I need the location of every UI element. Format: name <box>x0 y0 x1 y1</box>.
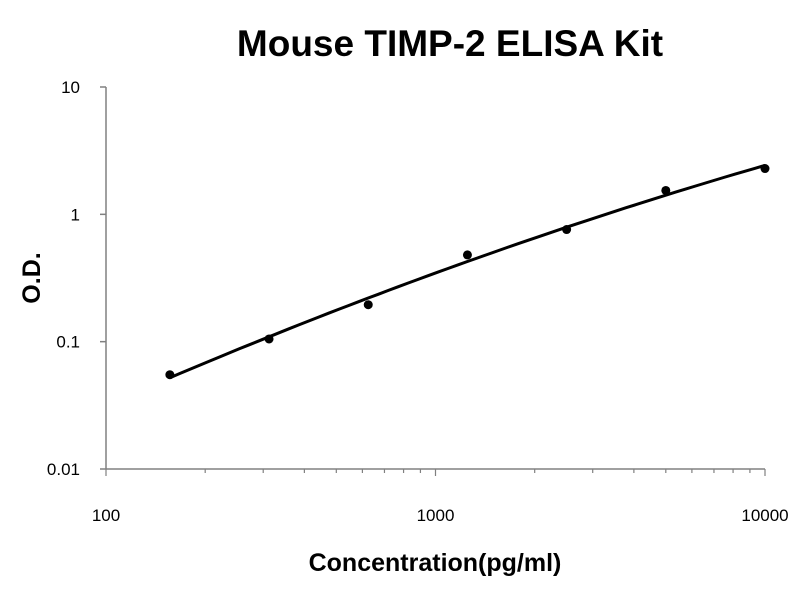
x-tick-label: 100 <box>92 506 120 525</box>
y-axis-label: O.D. <box>18 252 46 303</box>
data-point <box>760 164 770 174</box>
chart-title: Mouse TIMP-2 ELISA Kit <box>237 23 663 64</box>
data-point <box>661 185 671 195</box>
data-point <box>562 225 572 235</box>
y-tick-label: 0.1 <box>56 333 80 352</box>
data-point <box>462 250 472 260</box>
data-point <box>363 300 373 310</box>
data-point <box>165 370 175 380</box>
x-tick-label: 1000 <box>417 506 455 525</box>
y-tick-label: 1 <box>71 205 80 224</box>
x-axis-label: Concentration(pg/ml) <box>309 549 562 577</box>
x-tick-label: 10000 <box>741 506 788 525</box>
y-tick-label: 0.01 <box>47 460 80 479</box>
fit-curve <box>169 163 766 380</box>
data-point <box>264 334 274 344</box>
y-tick-label: 10 <box>61 78 80 97</box>
